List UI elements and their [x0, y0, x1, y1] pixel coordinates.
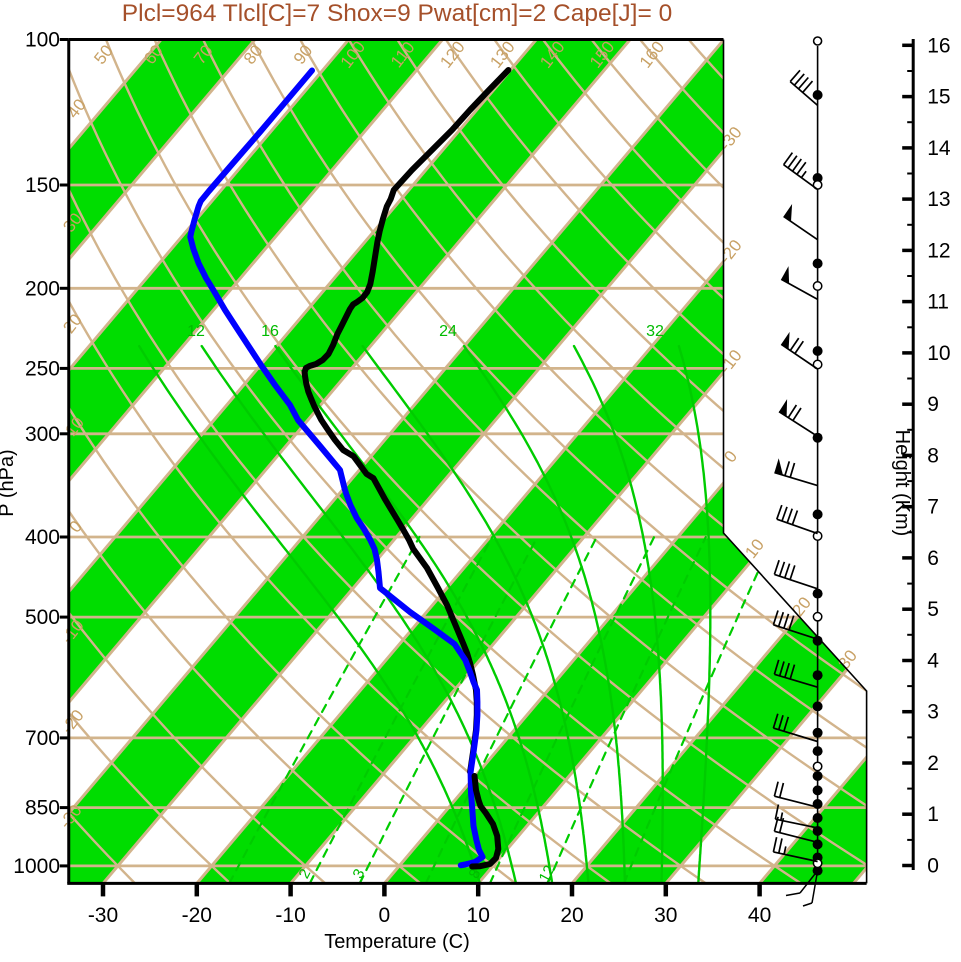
svg-text:0: 0 [379, 904, 391, 927]
svg-text:1: 1 [927, 803, 939, 826]
svg-text:9: 9 [927, 393, 939, 416]
svg-text:13: 13 [927, 188, 950, 211]
svg-text:-20: -20 [182, 904, 212, 927]
svg-text:16: 16 [261, 323, 279, 340]
svg-text:500: 500 [25, 606, 60, 629]
svg-text:-30: -30 [88, 904, 118, 927]
svg-text:30: 30 [654, 904, 677, 927]
svg-text:16: 16 [927, 34, 950, 57]
svg-text:200: 200 [25, 277, 60, 300]
svg-text:7: 7 [927, 496, 939, 519]
svg-text:14: 14 [927, 137, 951, 160]
svg-text:5: 5 [927, 598, 939, 621]
svg-text:150: 150 [25, 174, 60, 197]
svg-text:Temperature (C): Temperature (C) [324, 931, 470, 953]
svg-text:250: 250 [25, 357, 60, 380]
svg-text:0: 0 [927, 855, 939, 878]
svg-text:400: 400 [25, 526, 60, 549]
svg-text:P (hPa): P (hPa) [0, 449, 18, 516]
svg-text:8: 8 [927, 444, 939, 467]
svg-text:Height (Km): Height (Km) [891, 430, 913, 537]
svg-text:12: 12 [187, 323, 205, 340]
svg-text:Plcl=964 Tlcl[C]=7 Shox=9 Pwat: Plcl=964 Tlcl[C]=7 Shox=9 Pwat[cm]=2 Cap… [122, 0, 672, 27]
svg-text:10: 10 [927, 342, 950, 365]
svg-text:850: 850 [25, 797, 60, 820]
svg-text:24: 24 [439, 323, 457, 340]
svg-text:3: 3 [927, 701, 939, 724]
svg-text:10: 10 [467, 904, 490, 927]
svg-text:6: 6 [927, 547, 939, 570]
svg-text:-10: -10 [275, 904, 305, 927]
svg-text:20: 20 [560, 904, 583, 927]
svg-text:32: 32 [646, 323, 664, 340]
svg-text:1000: 1000 [13, 855, 60, 878]
svg-text:700: 700 [25, 727, 60, 750]
svg-text:15: 15 [927, 86, 950, 109]
svg-text:2: 2 [927, 752, 939, 775]
svg-text:11: 11 [927, 291, 949, 314]
svg-text:100: 100 [25, 29, 60, 52]
svg-text:4: 4 [927, 650, 939, 673]
svg-text:300: 300 [25, 423, 60, 446]
svg-text:40: 40 [748, 904, 771, 927]
svg-text:12: 12 [927, 239, 950, 262]
